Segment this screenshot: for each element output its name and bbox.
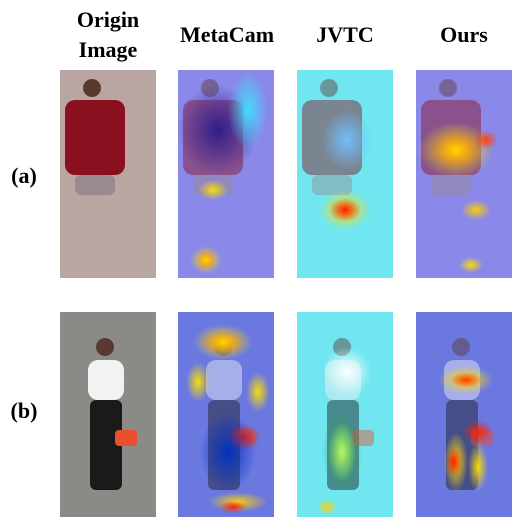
column-header: Ours xyxy=(414,20,514,50)
heat-blob xyxy=(193,324,253,360)
heatmap-image xyxy=(416,312,512,517)
person-head xyxy=(320,79,338,97)
row-label: (a) xyxy=(4,163,44,189)
heat-blob xyxy=(198,180,228,200)
heat-blob xyxy=(461,200,491,220)
person-shirt xyxy=(65,100,125,175)
column-header: MetaCam xyxy=(168,20,286,50)
heat-blob xyxy=(446,447,462,477)
person-head xyxy=(452,338,470,356)
heat-blob xyxy=(219,501,247,513)
heat-blob xyxy=(328,422,356,482)
heat-blob xyxy=(322,110,372,170)
heat-blob xyxy=(459,257,483,273)
heatmap-image xyxy=(297,312,393,517)
heat-blob xyxy=(190,246,222,274)
heat-blob xyxy=(450,372,482,388)
heat-blob xyxy=(463,420,493,444)
person-head xyxy=(439,79,457,97)
origin-image xyxy=(60,70,156,278)
row-label: (b) xyxy=(4,398,44,424)
person-head xyxy=(83,79,101,97)
heatmap-image xyxy=(178,312,274,517)
heat-blob xyxy=(228,70,268,150)
origin-image xyxy=(60,312,156,517)
heatmap-image xyxy=(297,70,393,278)
heat-blob xyxy=(418,122,494,178)
heat-blob xyxy=(246,372,270,412)
column-header: JVTC xyxy=(295,20,395,50)
heatmap-image xyxy=(416,70,512,278)
person-shirt xyxy=(206,360,242,400)
heat-blob xyxy=(329,198,361,222)
bag xyxy=(115,430,137,446)
heat-blob xyxy=(317,499,337,515)
heat-blob xyxy=(468,442,488,492)
person-shirt xyxy=(88,360,124,400)
heat-blob xyxy=(474,130,498,150)
person-head xyxy=(96,338,114,356)
person-legs xyxy=(75,175,115,195)
figure: Origin Image MetaCam JVTC Ours (a) (b) xyxy=(0,0,519,521)
heat-blob xyxy=(322,347,372,397)
heat-blob xyxy=(186,362,210,402)
heat-blob xyxy=(200,412,256,492)
column-header: Origin Image xyxy=(62,5,154,65)
person-legs xyxy=(431,175,471,195)
heatmap-image xyxy=(178,70,274,278)
